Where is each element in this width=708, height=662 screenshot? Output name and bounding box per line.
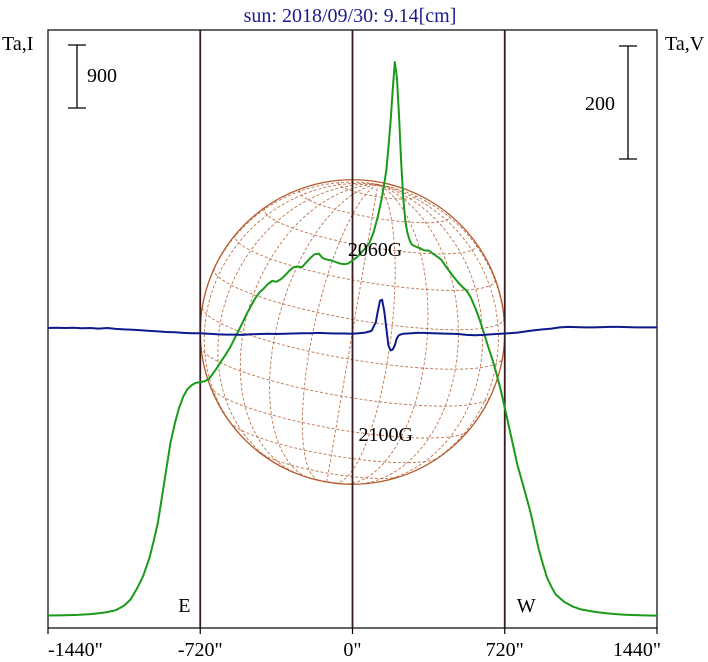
x-tick-label: 1440" bbox=[613, 639, 661, 661]
parallel-line bbox=[200, 346, 491, 407]
series-line-i bbox=[47, 61, 658, 617]
parallel-line bbox=[234, 233, 496, 291]
parallel-line bbox=[263, 207, 477, 255]
parallel-line bbox=[210, 386, 468, 439]
chart-title: sun: 2018/09/30: 9.14[cm] bbox=[244, 5, 457, 27]
meridian-line bbox=[239, 183, 378, 475]
meridian-line bbox=[203, 182, 378, 442]
meridian-line bbox=[377, 183, 499, 471]
meridian-line bbox=[217, 183, 378, 469]
annotation-label: 2060G bbox=[348, 239, 402, 261]
east-limb-label: E bbox=[178, 595, 190, 617]
parallel-line bbox=[213, 268, 505, 331]
west-limb-label: W bbox=[517, 595, 536, 617]
meridian-line bbox=[202, 181, 378, 302]
series-line-v bbox=[47, 298, 657, 352]
x-tick-label: -720" bbox=[178, 639, 223, 661]
x-tick-label: 720" bbox=[486, 639, 524, 661]
meridian-line bbox=[269, 183, 378, 480]
plot-area: E W 2060G 2100G -1440" -720" 0" 720" 1440" bbox=[47, 29, 661, 661]
parallel-line bbox=[229, 421, 438, 464]
scale-left-value: 900 bbox=[87, 65, 117, 87]
x-tick-label: -1440" bbox=[48, 639, 103, 661]
meridian-line bbox=[326, 184, 379, 483]
y-left-label: Ta,I bbox=[2, 33, 33, 55]
meridian-line bbox=[356, 183, 459, 485]
meridian-line bbox=[342, 184, 429, 485]
meridian-line bbox=[377, 183, 506, 353]
x-tick-label: 0" bbox=[343, 639, 361, 661]
meridian-line bbox=[301, 184, 379, 481]
parallel-line bbox=[337, 181, 417, 200]
scale-right-value: 200 bbox=[585, 93, 615, 115]
parallel-line bbox=[258, 451, 400, 479]
annotation-label: 2100G bbox=[358, 424, 412, 446]
meridian-line bbox=[372, 183, 484, 484]
parallel-line bbox=[298, 189, 450, 224]
y-right-label: Ta,V bbox=[665, 33, 705, 55]
parallel-line bbox=[201, 307, 503, 370]
